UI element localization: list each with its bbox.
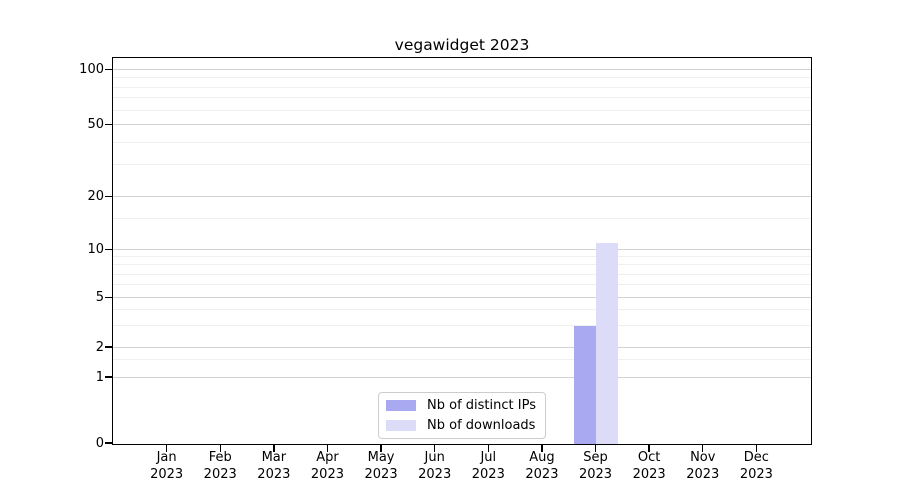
x-tick-mark xyxy=(326,445,329,452)
minor-gridline xyxy=(113,324,811,326)
x-tick-mark xyxy=(487,445,489,452)
x-tick-label: Dec 2023 xyxy=(739,450,773,482)
y-tick-mark xyxy=(105,296,112,299)
legend-item: Nb of downloads xyxy=(386,418,536,433)
x-tick-mark xyxy=(541,445,543,452)
legend: Nb of distinct IPs Nb of downloads xyxy=(378,392,546,439)
x-tick-label: Apr 2023 xyxy=(310,450,344,482)
x-axis-labels: Jan 2023 Feb 2023 Mar 2023 Apr 2023 May 2023… xyxy=(113,450,810,490)
major-gridline xyxy=(113,69,811,71)
x-tick-label: Feb 2023 xyxy=(203,450,237,482)
x-tick-mark xyxy=(755,445,758,452)
legend-label: Nb of distinct IPs xyxy=(427,398,536,413)
x-tick-mark xyxy=(433,445,436,452)
x-tick-mark xyxy=(594,445,597,452)
x-tick-mark xyxy=(380,445,382,452)
minor-gridline xyxy=(113,264,811,266)
y-tick-mark xyxy=(105,68,112,71)
y-tick-label: 100 xyxy=(79,62,104,78)
x-tick-mark xyxy=(165,445,168,452)
major-gridline xyxy=(113,248,811,250)
major-gridline xyxy=(113,296,811,298)
x-tick-label: Jan 2023 xyxy=(150,450,184,482)
x-tick-label: Sep 2023 xyxy=(578,450,613,482)
y-tick-label: 1 xyxy=(95,369,104,385)
y-tick-label: 50 xyxy=(87,117,104,133)
y-tick-label: 5 xyxy=(95,289,104,305)
legend-item: Nb of distinct IPs xyxy=(386,398,536,413)
legend-swatch-distinct-ips xyxy=(386,400,417,411)
x-tick-label: Jul 2023 xyxy=(471,450,505,482)
bar-distinct-ips xyxy=(573,326,596,444)
y-axis-labels: 0 1 2 5 10 20 50 100 xyxy=(0,59,104,450)
x-tick-label: Mar 2023 xyxy=(257,450,291,482)
y-tick-mark xyxy=(105,346,112,348)
bar-downloads xyxy=(595,243,618,444)
minor-gridline xyxy=(113,309,811,311)
x-tick-mark xyxy=(219,445,221,452)
major-gridline xyxy=(113,124,811,126)
y-tick-mark xyxy=(105,376,112,378)
minor-gridline xyxy=(113,256,811,258)
legend-swatch-downloads xyxy=(386,420,417,431)
x-tick-mark xyxy=(702,445,704,452)
x-tick-mark xyxy=(648,445,650,452)
minor-gridline xyxy=(113,109,811,111)
x-tick-mark xyxy=(273,445,275,452)
y-tick-label: 20 xyxy=(87,188,104,204)
legend-label: Nb of downloads xyxy=(427,418,536,433)
minor-gridline xyxy=(113,97,811,99)
minor-gridline xyxy=(113,164,811,166)
major-gridline xyxy=(113,376,811,378)
y-tick-label: 2 xyxy=(95,339,104,355)
minor-gridline xyxy=(113,217,811,219)
minor-gridline xyxy=(113,77,811,79)
minor-gridline xyxy=(113,284,811,286)
x-tick-label: May 2023 xyxy=(364,450,398,482)
x-tick-label: Oct 2023 xyxy=(632,450,666,482)
minor-gridline xyxy=(113,141,811,143)
minor-gridline xyxy=(113,273,811,275)
major-gridline xyxy=(113,346,811,348)
x-tick-label: Aug 2023 xyxy=(525,450,559,482)
major-gridline xyxy=(113,195,811,197)
chart-title: vegawidget 2023 xyxy=(394,36,530,54)
minor-gridline xyxy=(113,359,811,361)
y-tick-label: 0 xyxy=(95,435,104,451)
minor-gridline xyxy=(113,86,811,88)
y-tick-label: 10 xyxy=(87,241,104,257)
y-tick-mark xyxy=(105,123,112,126)
x-tick-label: Jun 2023 xyxy=(418,450,452,482)
y-tick-mark xyxy=(105,195,112,197)
y-tick-mark xyxy=(105,248,112,251)
y-tick-mark xyxy=(105,442,112,444)
x-tick-label: Nov 2023 xyxy=(686,450,720,482)
plot-area: Nb of distinct IPs Nb of downloads xyxy=(105,57,812,452)
